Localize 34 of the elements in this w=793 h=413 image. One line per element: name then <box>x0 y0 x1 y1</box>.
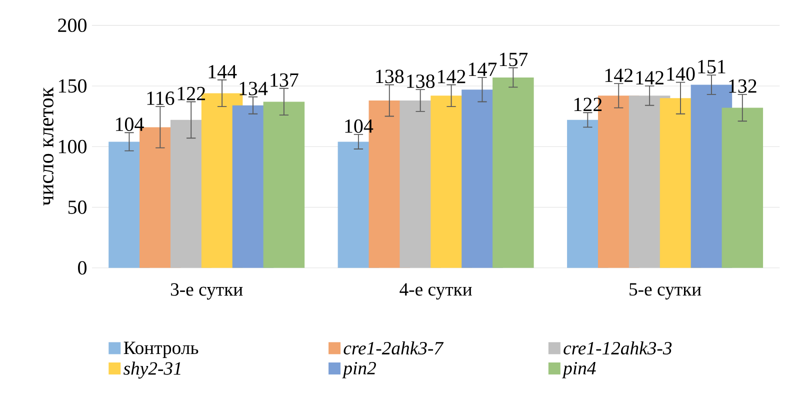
legend-label: pin4 <box>562 362 596 378</box>
data-label: 144 <box>208 65 237 78</box>
y-axis-title: число клеток <box>43 87 54 206</box>
x-tick-label: 3-е сутки <box>170 283 243 300</box>
data-label: 138 <box>376 70 404 84</box>
legend-label: pin2 <box>342 362 376 378</box>
data-label: 138 <box>407 74 435 88</box>
data-label: 157 <box>500 52 528 66</box>
y-tick-label: 100 <box>59 140 87 154</box>
y-tick-label: 50 <box>68 200 87 214</box>
y-tick-label: 200 <box>58 18 87 32</box>
bar <box>492 77 534 268</box>
y-tick-label: 150 <box>59 79 87 93</box>
data-label: 134 <box>240 82 268 96</box>
legend-label: shy2-31 <box>124 362 180 379</box>
data-label: 132 <box>729 79 756 93</box>
data-label: 116 <box>147 91 174 105</box>
bar <box>263 102 305 268</box>
y-tick-label: 0 <box>78 261 87 275</box>
data-label: 104 <box>116 118 144 131</box>
data-label: 142 <box>605 68 633 82</box>
x-tick-label: 4-е сутки <box>400 283 472 300</box>
legend-label: Контроль <box>124 342 198 358</box>
legend-label: cre1-2ahk3-7 <box>344 341 444 354</box>
data-label: 142 <box>438 70 466 84</box>
bar <box>722 108 764 268</box>
data-label: 147 <box>468 62 497 76</box>
legend-label: cre1-12ahk3-3 <box>564 341 672 354</box>
data-label: 140 <box>667 67 695 81</box>
data-label: 142 <box>636 71 664 84</box>
data-label: 151 <box>698 60 726 74</box>
data-label: 137 <box>270 73 298 87</box>
x-tick-label: 5-е сутки <box>630 283 702 300</box>
data-label: 122 <box>178 86 205 100</box>
